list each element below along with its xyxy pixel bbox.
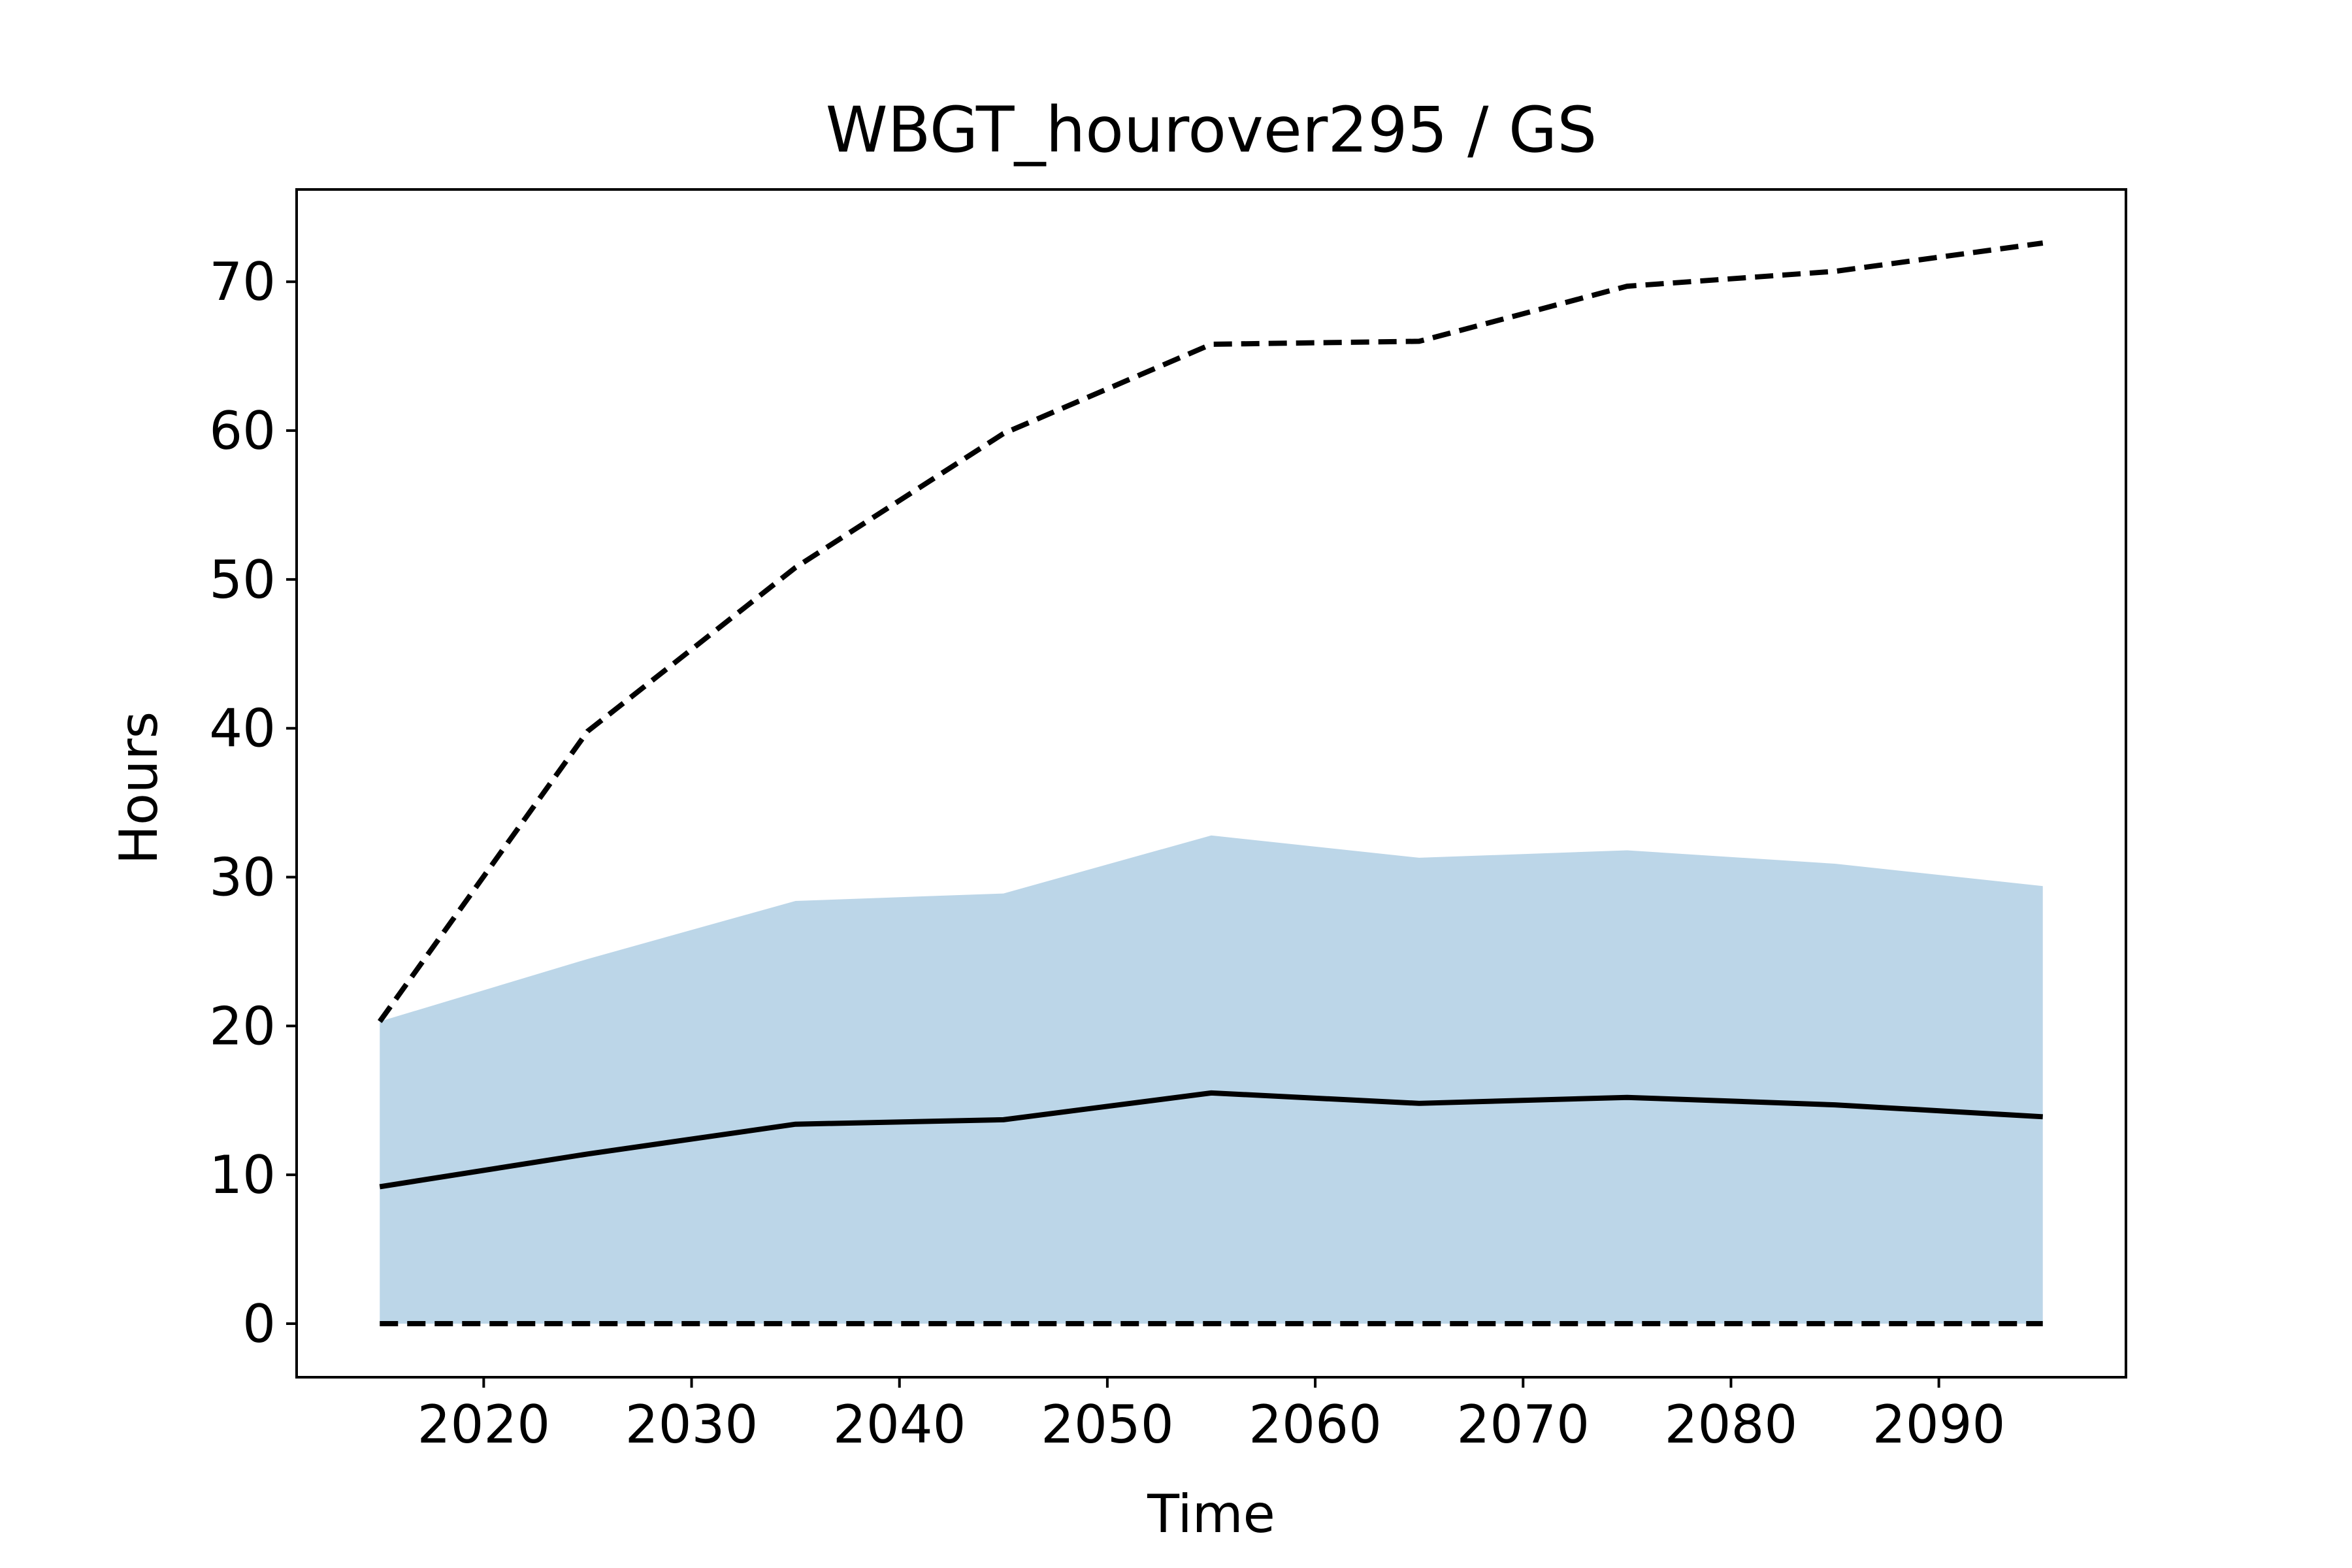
y-axis-title: Hours [108, 711, 169, 864]
x-tick-label: 2030 [625, 1394, 759, 1455]
y-tick-label: 10 [209, 1145, 276, 1205]
series-line-2 [378, 240, 2044, 1023]
x-tick-label: 2050 [1041, 1394, 1174, 1455]
plot-area [378, 240, 2044, 1326]
x-tick-label: 2060 [1249, 1394, 1382, 1455]
y-tick-label: 50 [209, 549, 276, 610]
series-line-1 [379, 1090, 2043, 1190]
y-tick-label: 30 [209, 847, 276, 908]
x-tick-label: 2040 [833, 1394, 966, 1455]
axis-ticks: 2020 2030 2040 2050 2060 2070 2080 209001020304… [209, 252, 2005, 1455]
range-band [380, 835, 2043, 1324]
chart-title: WBGT_hourover295 / GS [826, 93, 1597, 167]
x-axis-title: Time [1147, 1484, 1275, 1544]
x-tick-label: 2020 [417, 1394, 551, 1455]
axes-frame [295, 188, 2127, 1379]
y-tick-label: 40 [209, 698, 276, 759]
y-tick-label: 60 [209, 400, 276, 461]
y-tick-label: 0 [242, 1294, 276, 1354]
x-tick-label: 2070 [1456, 1394, 1590, 1455]
y-tick-label: 70 [209, 252, 276, 312]
y-tick-label: 20 [209, 996, 276, 1056]
x-tick-label: 2090 [1872, 1394, 2006, 1455]
x-tick-label: 2080 [1665, 1394, 1798, 1455]
